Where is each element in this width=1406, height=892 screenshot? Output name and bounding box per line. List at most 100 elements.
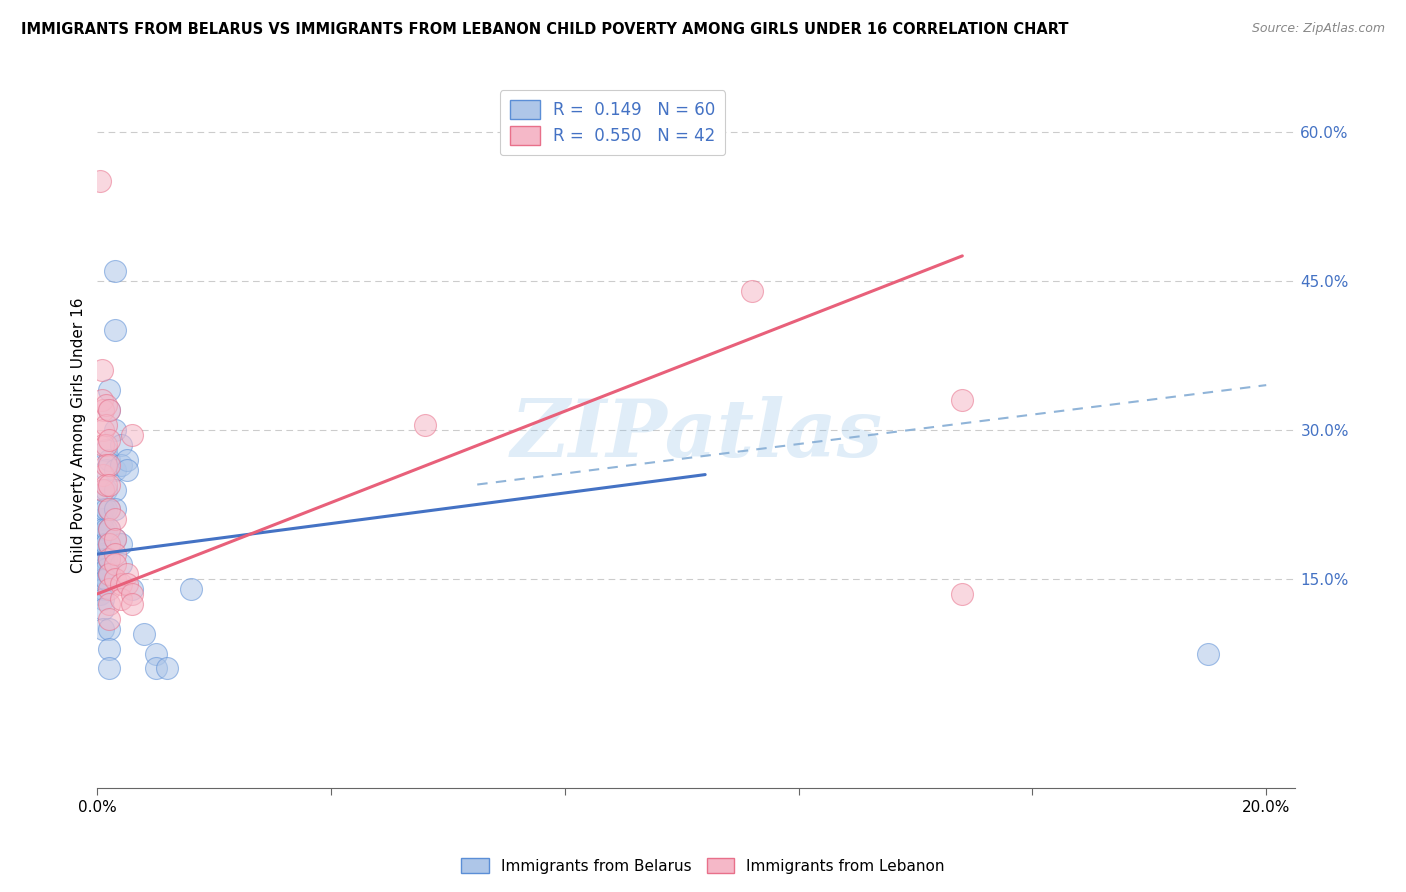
Point (94, 537, 117, 551)
Point (98, 582, 121, 596)
Point (115, 452, 138, 467)
Point (91, 512, 114, 526)
Point (110, 537, 132, 551)
Point (91, 602, 114, 616)
Point (98, 433, 121, 447)
Point (156, 661, 179, 675)
Point (91, 403, 114, 417)
Point (132, 626, 155, 640)
Point (94, 442, 117, 457)
Point (145, 661, 167, 675)
Point (94, 458, 117, 472)
Point (98, 502, 121, 516)
Point (94, 502, 117, 516)
Point (89, 174, 111, 188)
Point (950, 392, 973, 407)
Point (110, 458, 132, 472)
Point (121, 587, 143, 601)
Point (1197, 647, 1219, 661)
Point (94, 552, 117, 566)
Point (94, 398, 117, 412)
Point (91, 363, 114, 377)
Point (104, 462, 127, 476)
Point (115, 577, 138, 591)
Point (104, 512, 127, 526)
Point (91, 483, 114, 497)
Point (413, 417, 436, 432)
Point (98, 537, 121, 551)
Point (91, 547, 114, 561)
Point (94, 522, 117, 536)
Point (91, 527, 114, 541)
Point (91, 423, 114, 437)
Point (98, 567, 121, 582)
Point (91, 392, 114, 407)
Point (104, 533, 127, 547)
Point (145, 647, 167, 661)
Point (94, 477, 117, 491)
Point (98, 452, 121, 467)
Point (98, 502, 121, 516)
Point (98, 552, 121, 566)
Point (98, 552, 121, 566)
Point (98, 403, 121, 417)
Legend: R =  0.149   N = 60, R =  0.550   N = 42: R = 0.149 N = 60, R = 0.550 N = 42 (499, 90, 725, 155)
Point (89, 577, 111, 591)
Point (110, 438, 132, 452)
Point (98, 458, 121, 472)
Point (180, 582, 202, 596)
Point (94, 572, 117, 586)
Point (98, 522, 121, 536)
Point (115, 462, 138, 476)
Point (98, 661, 121, 675)
Point (104, 533, 127, 547)
Point (94, 462, 117, 476)
Point (110, 557, 132, 571)
Point (98, 537, 121, 551)
Point (121, 597, 143, 611)
Point (91, 572, 114, 586)
Point (104, 323, 127, 337)
Point (91, 582, 114, 596)
Point (91, 562, 114, 576)
Point (115, 567, 138, 582)
Point (91, 522, 114, 536)
Point (91, 552, 114, 566)
Point (98, 522, 121, 536)
Point (89, 567, 111, 582)
Point (98, 403, 121, 417)
Point (110, 591, 132, 606)
Point (98, 383, 121, 397)
Point (91, 483, 114, 497)
Point (91, 438, 114, 452)
Point (104, 572, 127, 586)
Point (98, 477, 121, 491)
Point (104, 264, 127, 278)
Point (91, 537, 114, 551)
Point (94, 417, 117, 432)
Point (91, 562, 114, 576)
Text: ZIPatlas: ZIPatlas (510, 396, 883, 474)
Point (104, 483, 127, 497)
Point (98, 622, 121, 636)
Point (121, 427, 143, 442)
Point (94, 438, 117, 452)
Point (91, 622, 114, 636)
Point (91, 467, 114, 482)
Point (950, 587, 973, 601)
Point (98, 567, 121, 582)
Text: IMMIGRANTS FROM BELARUS VS IMMIGRANTS FROM LEBANON CHILD POVERTY AMONG GIRLS UND: IMMIGRANTS FROM BELARUS VS IMMIGRANTS FR… (21, 22, 1069, 37)
Point (98, 597, 121, 611)
Point (104, 557, 127, 571)
Point (94, 483, 117, 497)
Y-axis label: Child Poverty Among Girls Under 16: Child Poverty Among Girls Under 16 (72, 297, 86, 573)
Point (91, 591, 114, 606)
Point (98, 612, 121, 626)
Point (89, 552, 111, 566)
Point (104, 547, 127, 561)
Legend: Immigrants from Belarus, Immigrants from Lebanon: Immigrants from Belarus, Immigrants from… (456, 852, 950, 880)
Point (104, 502, 127, 516)
Point (121, 582, 143, 596)
Point (110, 577, 132, 591)
Point (741, 284, 763, 298)
